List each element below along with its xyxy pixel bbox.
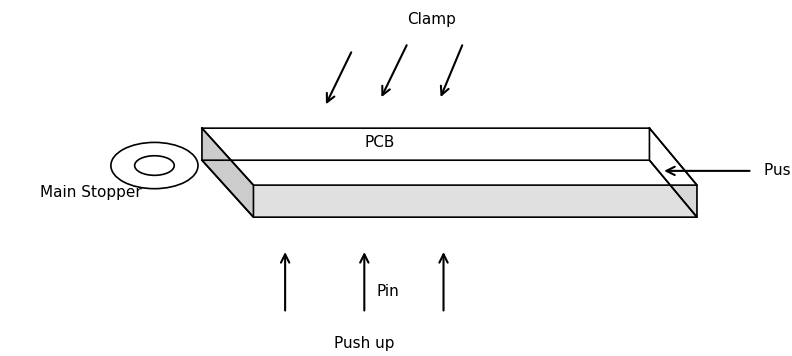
Text: Push up: Push up bbox=[334, 336, 394, 351]
Ellipse shape bbox=[111, 142, 198, 189]
Ellipse shape bbox=[135, 156, 174, 176]
Polygon shape bbox=[202, 128, 253, 217]
Polygon shape bbox=[202, 128, 697, 185]
Polygon shape bbox=[649, 128, 697, 217]
Text: Pin: Pin bbox=[376, 284, 399, 299]
Text: Main Stopper: Main Stopper bbox=[40, 185, 142, 200]
Text: Clamp: Clamp bbox=[407, 12, 456, 27]
Text: Push in: Push in bbox=[764, 163, 792, 178]
Text: PCB: PCB bbox=[365, 135, 395, 150]
Polygon shape bbox=[202, 160, 697, 217]
